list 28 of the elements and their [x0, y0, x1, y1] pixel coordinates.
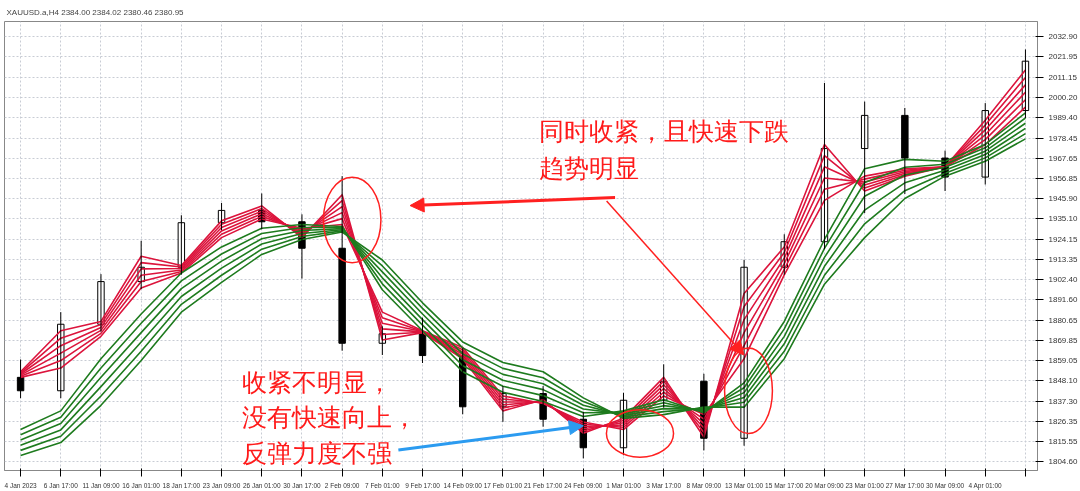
y-tick-label: 2000.20 — [1048, 93, 1078, 103]
y-tick-label: 1935.10 — [1048, 214, 1078, 224]
y-tick-label: 2021.95 — [1048, 52, 1078, 62]
annotation: 收紧不明显， — [241, 368, 392, 397]
y-tick-label: 1924.15 — [1048, 234, 1078, 244]
y-tick-label: 1880.65 — [1048, 315, 1078, 325]
y-tick-label: 2011.15 — [1048, 72, 1078, 82]
annotation: 反弹力度不强 — [241, 438, 392, 467]
y-tick-label: 1826.35 — [1048, 416, 1078, 426]
y-tick-label: 1945.90 — [1048, 194, 1078, 204]
y-tick-label: 1869.85 — [1048, 335, 1078, 345]
y-tick-label: 1913.35 — [1048, 254, 1078, 264]
y-tick-label: 1967.65 — [1048, 153, 1078, 163]
y-tick-label: 1891.60 — [1048, 295, 1078, 305]
y-tick-label: 1956.85 — [1048, 173, 1078, 183]
y-tick-label: 1978.45 — [1048, 133, 1078, 143]
y-tick-label: 1859.05 — [1048, 355, 1078, 365]
y-tick-label: 1902.40 — [1048, 275, 1078, 285]
y-tick-label: 1815.55 — [1048, 437, 1078, 447]
y-tick-label: 1804.60 — [1048, 457, 1078, 467]
y-tick-label: 2032.90 — [1048, 32, 1078, 42]
y-tick-label: 1837.30 — [1048, 396, 1078, 406]
y-tick-label: 1848.10 — [1048, 376, 1078, 386]
annotation: 同时收紧，且快速下跌 — [539, 116, 790, 145]
annotation: 趋势明显 — [539, 153, 640, 182]
y-tick-label: 1989.40 — [1048, 113, 1078, 123]
annotation: 没有快速向上， — [241, 403, 417, 432]
chart-title: XAUUSD.a,H4 2384.00 2384.02 2380.46 2380.95 — [6, 7, 185, 17]
